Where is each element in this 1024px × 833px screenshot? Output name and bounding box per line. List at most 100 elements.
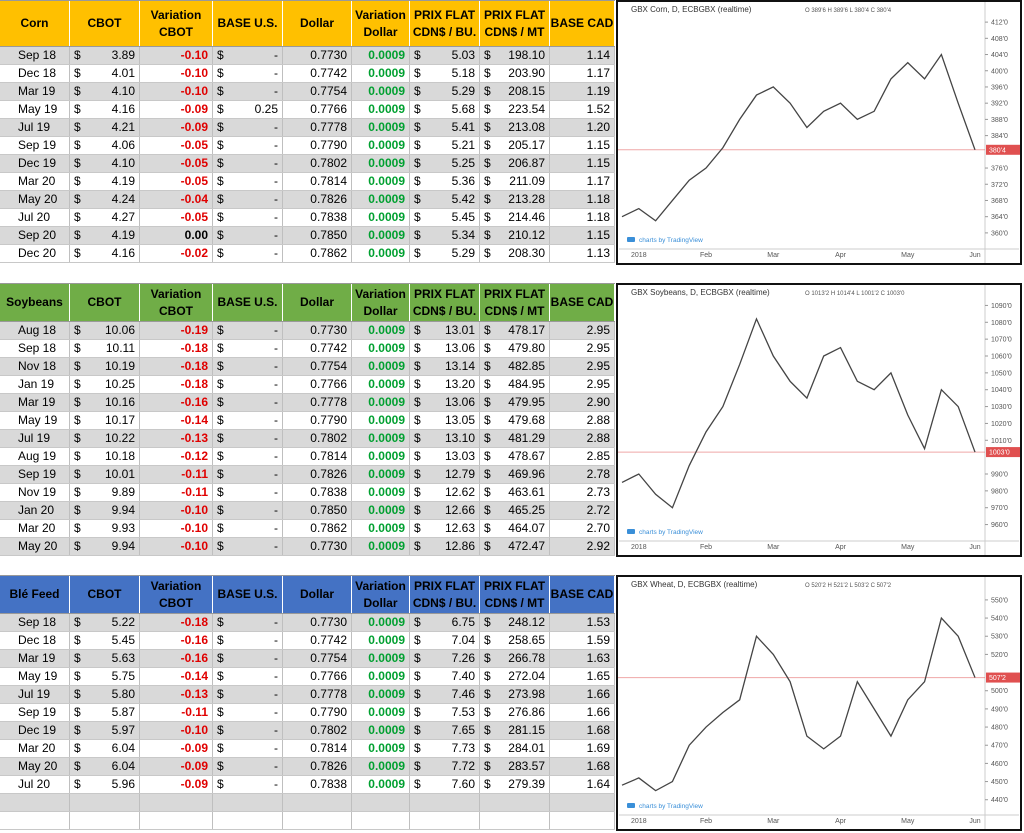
cell-text: $ <box>74 48 81 62</box>
y-tick-label: 1070'0 <box>991 337 1012 344</box>
cell-text: $ <box>74 174 81 188</box>
cell-text: -0.09 <box>180 741 208 755</box>
table-cell: $ - <box>213 155 283 172</box>
table-cell: $7.65 <box>410 722 480 739</box>
cell-text: 266.78 <box>508 651 545 665</box>
cell-text: - <box>274 723 278 737</box>
table-cell: $5.80 <box>70 686 140 703</box>
cell-text: PRIX FLAT <box>483 7 546 22</box>
table-cell: 1.59 <box>550 632 615 649</box>
cell-text: CBOT <box>159 24 193 39</box>
cell-text: CBOT <box>87 295 122 309</box>
table-cell: $13.06 <box>410 340 480 357</box>
table-cell: $10.18 <box>70 448 140 465</box>
header-cell: Soybeans <box>0 284 70 321</box>
table-cell: $10.17 <box>70 412 140 429</box>
table-cell: 0.0009 <box>352 65 410 82</box>
y-tick-label: 1040'0 <box>991 387 1012 394</box>
cell-text: 4.21 <box>111 120 135 134</box>
cell-text: 206.87 <box>508 156 545 170</box>
y-tick-label: 1060'0 <box>991 354 1012 361</box>
table-cell: 0.7862 <box>283 245 352 262</box>
y-tick-label: 460'0 <box>991 761 1008 768</box>
table-cell: $206.87 <box>480 155 550 172</box>
header-cell: Blé Feed <box>0 576 70 613</box>
cell-text: $ <box>414 228 421 242</box>
cell-text: Jul 19 <box>18 431 51 445</box>
cell-text: $ <box>484 174 491 188</box>
cell-text: 0.0009 <box>368 669 405 683</box>
cell-text: $ <box>74 741 81 755</box>
y-tick-label: 440'0 <box>991 797 1008 804</box>
cell-text: 5.29 <box>451 246 475 260</box>
cell-text: 0.7826 <box>310 467 347 481</box>
cell-text: 5.22 <box>111 615 135 629</box>
cell-text: - <box>274 669 278 683</box>
table-cell: $ - <box>213 722 283 739</box>
table-cell: 0.0009 <box>352 101 410 118</box>
table-row: Sep 19 $5.87 -0.11 $ -0.7790 0.0009 $7.53 $276.… <box>0 704 615 722</box>
cell-text: 5.80 <box>111 687 135 701</box>
table-cell: $ - <box>213 65 283 82</box>
table-cell: Mar 19 <box>0 650 70 667</box>
table-cell: $7.53 <box>410 704 480 721</box>
cell-text: $ <box>74 669 81 683</box>
cell-text: 5.97 <box>111 723 135 737</box>
table-cell: $479.95 <box>480 394 550 411</box>
cell-text: 0.7730 <box>310 48 347 62</box>
table-row: Jan 19 $10.25 -0.18 $ -0.7766 0.0009 $13.20 $48… <box>0 376 615 394</box>
cell-text: 4.19 <box>111 174 135 188</box>
cell-text: $ <box>484 359 491 373</box>
table-cell: 0.7742 <box>283 340 352 357</box>
cell-text: Sep 19 <box>18 705 57 719</box>
cell-text: 214.46 <box>508 210 545 224</box>
table-cell: 2.95 <box>550 358 615 375</box>
cell-text: -0.09 <box>180 120 208 134</box>
table-cell: -0.11 <box>140 466 213 483</box>
empty-cell <box>352 794 410 811</box>
table-cell: 0.0009 <box>352 322 410 339</box>
cell-text: 248.12 <box>508 615 545 629</box>
table-cell: $ - <box>213 448 283 465</box>
cell-text: $ <box>414 66 421 80</box>
cell-text: $ <box>484 723 491 737</box>
cell-text: 13.20 <box>444 377 475 391</box>
table-cell: 0.7766 <box>283 101 352 118</box>
cell-text: 3.89 <box>111 48 135 62</box>
table-row: Mar 19 $10.16 -0.16 $ -0.7778 0.0009 $13.06 $47… <box>0 394 615 412</box>
table-cell: 0.7766 <box>283 668 352 685</box>
table-cell: 0.7838 <box>283 484 352 501</box>
table-cell: $5.68 <box>410 101 480 118</box>
cell-text: $ <box>217 48 224 62</box>
cell-text: - <box>274 341 278 355</box>
table-cell: $4.10 <box>70 155 140 172</box>
cell-text: 12.66 <box>444 503 475 517</box>
cell-text: 7.46 <box>451 687 475 701</box>
table-cell: 1.18 <box>550 191 615 208</box>
table-cell: 0.0009 <box>352 538 410 555</box>
table-cell: 0.0009 <box>352 155 410 172</box>
cell-text: $ <box>484 467 491 481</box>
cell-text: -0.18 <box>180 377 208 391</box>
cell-text: 0.0009 <box>368 431 405 445</box>
table-cell: $283.57 <box>480 758 550 775</box>
cell-text: Sep 18 <box>18 615 57 629</box>
table-cell: $ - <box>213 650 283 667</box>
cell-text: PRIX FLAT <box>413 578 476 593</box>
table-cell: $463.61 <box>480 484 550 501</box>
cell-text: 1.59 <box>586 633 610 647</box>
header-cell: Corn <box>0 1 70 46</box>
table-cell: $10.11 <box>70 340 140 357</box>
cell-text: $ <box>414 651 421 665</box>
cell-text: 0.7790 <box>310 413 347 427</box>
cell-text: $ <box>74 102 81 116</box>
table-cell: 2.92 <box>550 538 615 555</box>
chart-title: GBX Soybeans, D, ECBGBX (realtime) <box>631 288 770 297</box>
cell-text: Jan 19 <box>18 377 55 391</box>
cell-text: $ <box>414 210 421 224</box>
cell-text: 0.7742 <box>310 341 347 355</box>
table-row: Sep 18 $5.22 -0.18 $ -0.7730 0.0009 $6.75 $248.… <box>0 614 615 632</box>
price-tag-label: 380'4 <box>989 147 1006 154</box>
cell-text: $ <box>484 395 491 409</box>
